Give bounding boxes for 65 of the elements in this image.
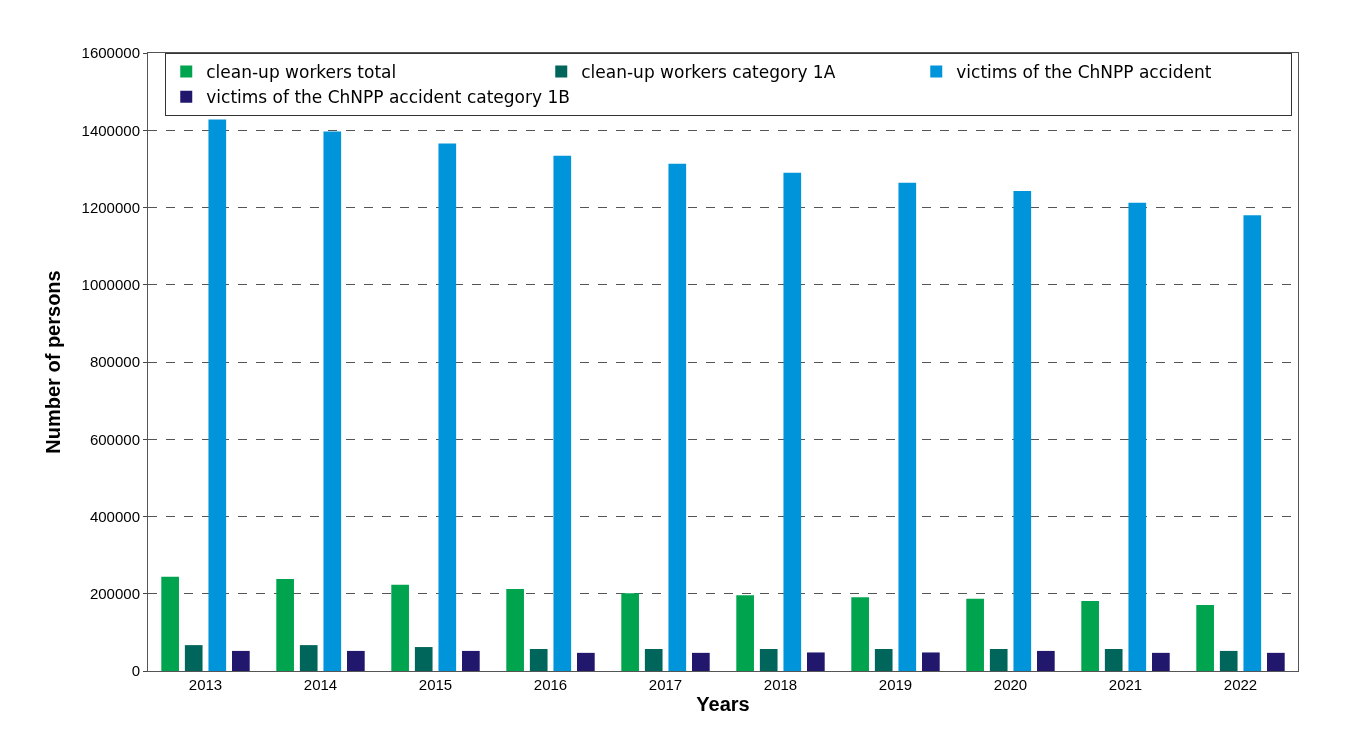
- bar: [989, 648, 1008, 671]
- x-tick-label: 2017: [648, 676, 683, 693]
- bar: [438, 143, 457, 671]
- x-axis-title: Years: [696, 692, 750, 715]
- legend-label: victims of the ChNPP accident category 1B: [206, 87, 570, 108]
- x-tick-label: 2014: [303, 676, 338, 693]
- bar: [1267, 652, 1285, 671]
- bar: [232, 650, 250, 671]
- legend-label: victims of the ChNPP accident: [956, 62, 1212, 83]
- bar: [1104, 648, 1123, 671]
- bar: [966, 598, 984, 671]
- y-tick-label: 1000000: [81, 276, 140, 293]
- bar: [1037, 650, 1055, 671]
- bar: [462, 650, 480, 671]
- bar: [783, 172, 802, 671]
- bar: [874, 648, 893, 671]
- bar: [1243, 215, 1262, 671]
- legend-label: clean-up workers total: [206, 62, 397, 83]
- bar: [184, 645, 203, 671]
- bar: [1081, 601, 1099, 671]
- bar: [759, 648, 778, 671]
- x-tick-label: 2020: [993, 676, 1028, 693]
- bar: [807, 652, 825, 671]
- bar: [692, 652, 710, 671]
- y-tick-label: 1600000: [81, 44, 140, 62]
- bar: [208, 119, 227, 671]
- bar: [644, 648, 663, 671]
- x-tick-label: 2013: [188, 676, 223, 693]
- bar: [506, 589, 524, 671]
- x-tick-label: 2015: [418, 676, 453, 693]
- y-tick-label: 0: [131, 662, 140, 680]
- bar: [898, 182, 917, 671]
- bar: [529, 648, 548, 671]
- bar: [553, 155, 572, 671]
- bar: [414, 647, 433, 671]
- x-tick-label: 2016: [533, 676, 568, 693]
- bar: [1219, 650, 1238, 671]
- y-axis-title: Number of persons: [42, 270, 65, 454]
- x-tick-label: 2021: [1108, 676, 1143, 693]
- bar: [276, 579, 294, 671]
- x-tick-label: 2022: [1223, 676, 1258, 693]
- y-tick-label: 800000: [89, 353, 140, 371]
- x-tick-label: 2019: [878, 676, 913, 693]
- y-tick-label: 200000: [89, 585, 140, 602]
- bar: [323, 131, 342, 671]
- bar: [161, 576, 179, 671]
- y-tick-label: 400000: [89, 507, 140, 525]
- x-tick-label: 2018: [763, 676, 798, 693]
- bar: [391, 584, 409, 671]
- legend-label: clean-up workers category 1A: [581, 62, 836, 83]
- bar: [621, 593, 639, 671]
- bar: [299, 645, 318, 671]
- bar: [1013, 190, 1032, 671]
- bar: [736, 595, 754, 671]
- y-tick-label: 1200000: [81, 198, 140, 216]
- y-tick-label: 600000: [89, 430, 140, 448]
- bar: [851, 597, 869, 671]
- y-tick-label: 1400000: [81, 121, 140, 139]
- bar: [1196, 604, 1214, 671]
- bar: [922, 652, 940, 671]
- bar: [1152, 652, 1170, 671]
- bar: [668, 163, 687, 671]
- bar: [577, 652, 595, 671]
- bar: [1128, 202, 1147, 671]
- bar: [347, 650, 365, 671]
